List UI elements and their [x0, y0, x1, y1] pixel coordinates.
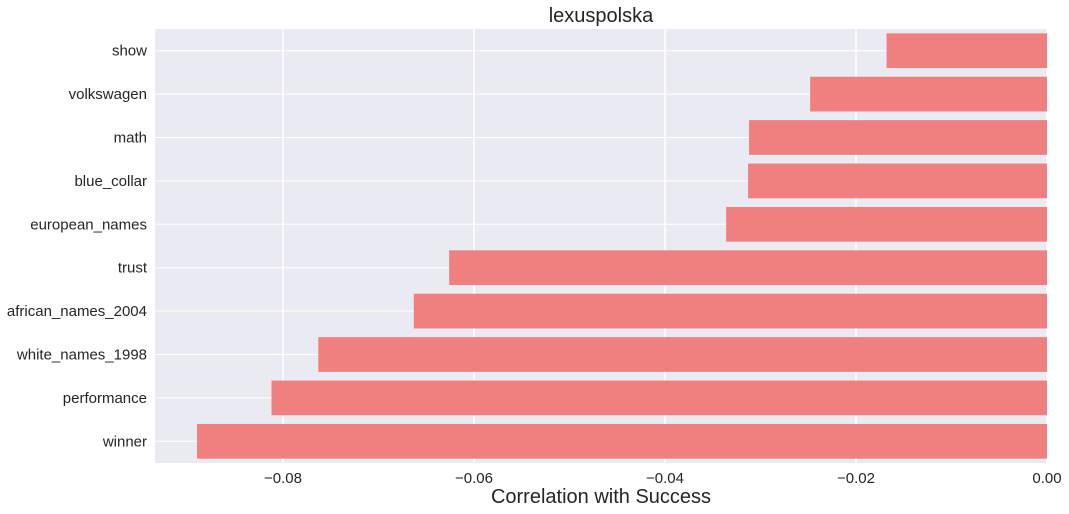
y-tick-label: math	[114, 130, 147, 147]
chart-title: lexuspolska	[549, 5, 654, 27]
bar-white-names-1998	[318, 337, 1047, 372]
x-tick-labels: −0.08 −0.06 −0.04 −0.02 0.00	[264, 470, 1062, 487]
x-tick-label: 0.00	[1032, 470, 1061, 487]
bar-trust	[449, 250, 1047, 286]
y-tick-label: trust	[118, 260, 148, 277]
bars	[197, 33, 1047, 459]
bar-european-names	[726, 206, 1047, 242]
y-tick-label: african_names_2004	[7, 303, 147, 320]
x-tick-label: −0.02	[837, 470, 875, 487]
y-tick-label: winner	[102, 433, 147, 450]
y-tick-label: volkswagen	[69, 86, 147, 103]
bar-winner	[197, 423, 1047, 459]
bar-show	[886, 33, 1047, 69]
x-tick-label: −0.04	[646, 470, 684, 487]
y-tick-labels: show volkswagen math blue_collar european_na…	[7, 43, 148, 451]
bar-blue-collar	[748, 163, 1047, 199]
bar-math	[749, 120, 1047, 155]
y-tick-label: white_names_1998	[16, 347, 147, 364]
y-tick-label: performance	[63, 390, 147, 407]
bar-african-names-2004	[413, 293, 1047, 329]
x-tick-label: −0.06	[455, 470, 493, 487]
x-tick-label: −0.08	[264, 470, 302, 487]
bar-performance	[271, 380, 1047, 416]
bar-volkswagen	[810, 76, 1047, 112]
y-tick-label: show	[112, 43, 147, 60]
y-tick-label: european_names	[30, 216, 147, 233]
y-tick-label: blue_collar	[74, 173, 147, 190]
x-axis-label: Correlation with Success	[491, 486, 711, 508]
